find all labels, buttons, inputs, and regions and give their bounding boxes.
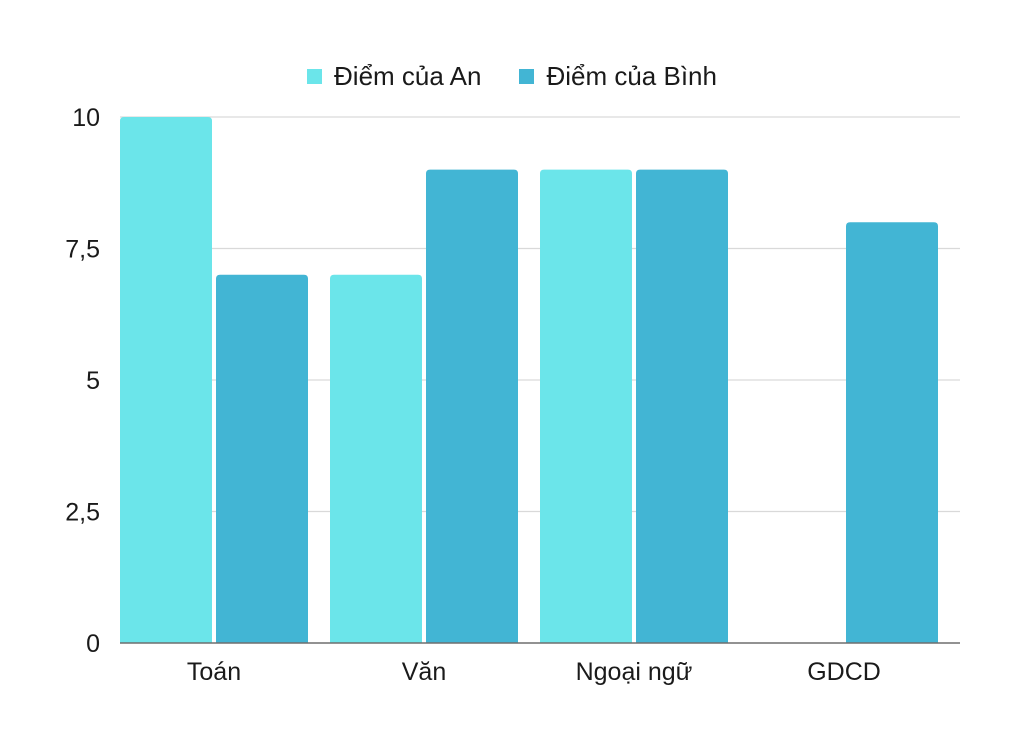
- legend-label-an: Điểm của An: [334, 60, 482, 91]
- x-tick-label: GDCD: [807, 658, 881, 686]
- y-tick-label: 0: [86, 630, 100, 658]
- legend-swatch-binh: [519, 68, 535, 84]
- bars: [120, 117, 938, 643]
- legend-item-an: Điểm của An: [307, 61, 481, 92]
- y-tick-label: 7,5: [65, 236, 100, 264]
- bar-an-2: [540, 169, 632, 643]
- y-tick-label: 10: [72, 104, 100, 132]
- x-tick-label: Toán: [187, 658, 241, 686]
- axes: 0 2,5 5 7,5 10 Toán Văn Ngoại ngữ GDCD: [65, 104, 960, 686]
- x-tick-label: Ngoại ngữ: [576, 658, 693, 686]
- legend: Điểm của An Điểm của Bình: [0, 58, 1024, 94]
- bar-binh-3: [846, 222, 938, 643]
- y-tick-label: 5: [86, 367, 100, 395]
- legend-swatch-an: [307, 68, 323, 84]
- bar-binh-2: [636, 169, 728, 643]
- bar-binh-1: [426, 169, 518, 643]
- x-tick-label: Văn: [402, 658, 446, 686]
- bar-an-0: [120, 117, 212, 643]
- bar-binh-0: [216, 274, 308, 643]
- legend-item-binh: Điểm của Bình: [519, 61, 717, 92]
- legend-label-binh: Điểm của Bình: [546, 60, 717, 91]
- bar-an-1: [330, 274, 422, 643]
- y-tick-label: 2,5: [65, 499, 100, 527]
